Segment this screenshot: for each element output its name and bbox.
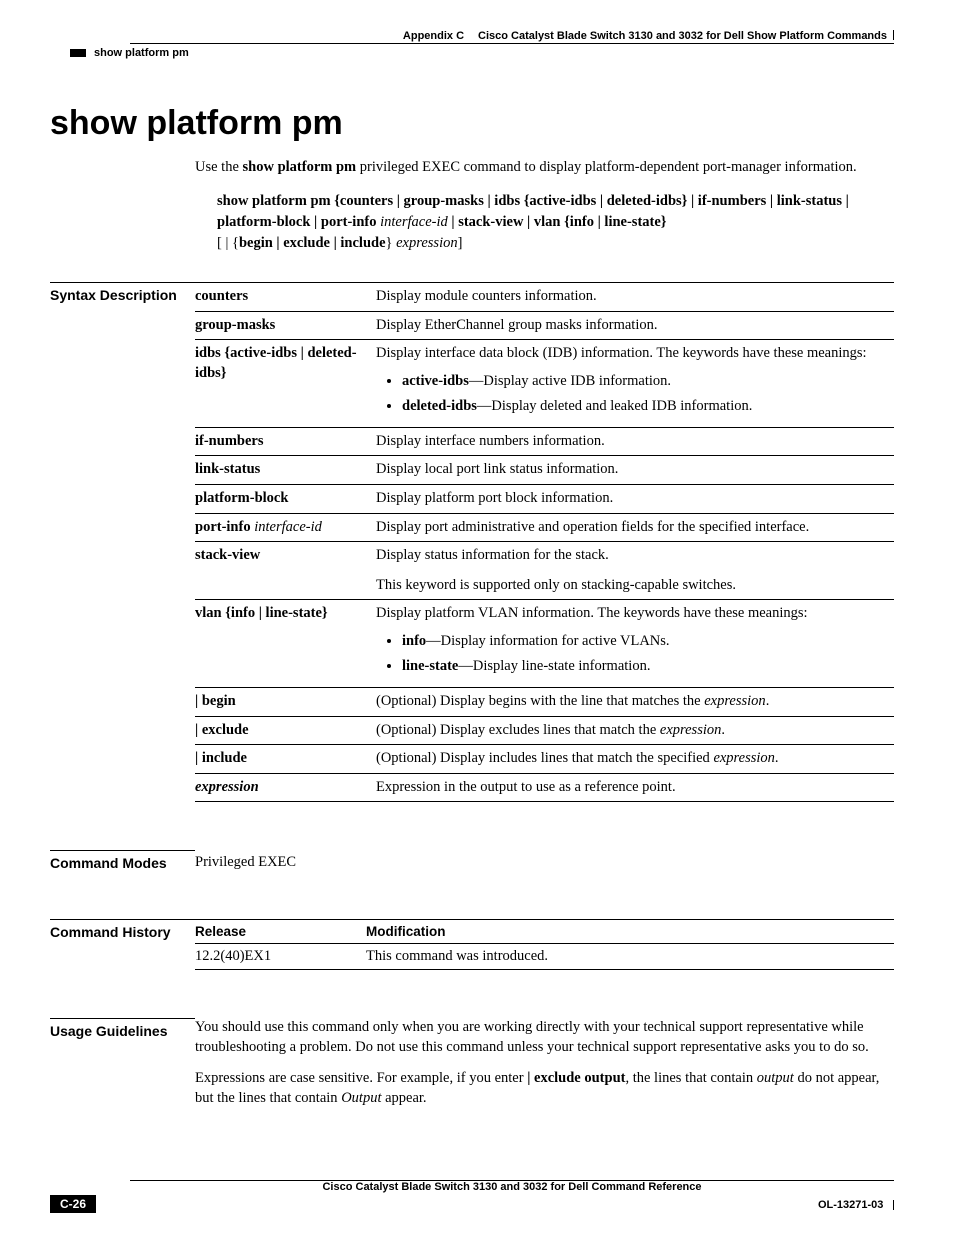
table-row: 12.2(40)EX1 This command was introduced. [195, 944, 894, 970]
table-row: platform-block Display platform port blo… [195, 485, 894, 514]
table-row: vlan {info | line-state} Display platfor… [195, 600, 894, 688]
table-row: port-info interface-id Display port admi… [195, 513, 894, 542]
table-row: if-numbers Display interface numbers inf… [195, 427, 894, 456]
body: Use the show platform pm privileged EXEC… [195, 158, 894, 255]
page-title: show platform pm [50, 104, 894, 143]
table-row: link-status Display local port link stat… [195, 456, 894, 485]
usage-p2: Expressions are case sensitive. For exam… [195, 1069, 894, 1108]
table-row: | include (Optional) Display includes li… [195, 745, 894, 774]
idbs-sublist: active-idbs—Display active IDB informati… [376, 372, 888, 417]
table-row: expression Expression in the output to u… [195, 773, 894, 802]
usage-section: Usage Guidelines You should use this com… [50, 1018, 894, 1120]
syntax-table: counters Display module counters informa… [195, 282, 894, 802]
running-head-right: Appendix C Cisco Catalyst Blade Switch 3… [130, 30, 894, 42]
syntax-section: Syntax Description counters Display modu… [50, 282, 894, 802]
modes-content: Privileged EXEC [195, 850, 894, 871]
footer-book-title: Cisco Catalyst Blade Switch 3130 and 303… [130, 1181, 894, 1193]
header-rule [130, 43, 894, 44]
usage-label: Usage Guidelines [50, 1018, 195, 1039]
usage-content: You should use this command only when yo… [195, 1018, 894, 1120]
syntax-label: Syntax Description [50, 282, 195, 303]
table-row: | exclude (Optional) Display excludes li… [195, 716, 894, 745]
page-number: C-26 [50, 1195, 96, 1213]
history-header-mod: Modification [366, 920, 894, 944]
syntax-content: counters Display module counters informa… [195, 282, 894, 802]
history-header-release: Release [195, 920, 366, 944]
vlan-sublist: info—Display information for active VLAN… [376, 632, 888, 677]
footer-row: C-26 OL-13271-03 [50, 1195, 894, 1213]
footer: Cisco Catalyst Blade Switch 3130 and 303… [50, 1180, 894, 1213]
history-section: Command History Release Modification 12.… [50, 919, 894, 970]
history-content: Release Modification 12.2(40)EX1 This co… [195, 919, 894, 970]
table-row: Release Modification [195, 920, 894, 944]
appendix-title: Cisco Catalyst Blade Switch 3130 and 303… [478, 30, 887, 42]
list-item: info—Display information for active VLAN… [402, 632, 888, 652]
list-item: line-state—Display line-state informatio… [402, 657, 888, 677]
table-row: idbs {active-idbs | deleted-idbs} Displa… [195, 340, 894, 428]
running-head-left: show platform pm [70, 47, 894, 59]
history-table: Release Modification 12.2(40)EX1 This co… [195, 919, 894, 970]
synopsis: show platform pm {counters | group-masks… [217, 191, 894, 254]
usage-p1: You should use this command only when yo… [195, 1018, 894, 1057]
appendix-label: Appendix C [403, 30, 464, 42]
intro-paragraph: Use the show platform pm privileged EXEC… [195, 158, 894, 178]
doc-id: OL-13271-03 [818, 1199, 883, 1211]
footer-tick-icon [893, 1200, 894, 1210]
modes-label: Command Modes [50, 850, 195, 871]
table-row: counters Display module counters informa… [195, 283, 894, 312]
page: Appendix C Cisco Catalyst Blade Switch 3… [0, 0, 954, 1243]
modes-section: Command Modes Privileged EXEC [50, 850, 894, 871]
history-label: Command History [50, 919, 195, 940]
table-row: group-masks Display EtherChannel group m… [195, 311, 894, 340]
header-tick-icon [893, 30, 894, 40]
table-row: stack-view Display status information fo… [195, 542, 894, 600]
table-row: | begin (Optional) Display begins with t… [195, 687, 894, 716]
doc-id-wrap: OL-13271-03 [818, 1196, 894, 1213]
page-number-wrap: C-26 [50, 1195, 96, 1213]
section-marker-icon [70, 49, 86, 57]
list-item: deleted-idbs—Display deleted and leaked … [402, 397, 888, 417]
list-item: active-idbs—Display active IDB informati… [402, 372, 888, 392]
section-name: show platform pm [94, 47, 189, 59]
